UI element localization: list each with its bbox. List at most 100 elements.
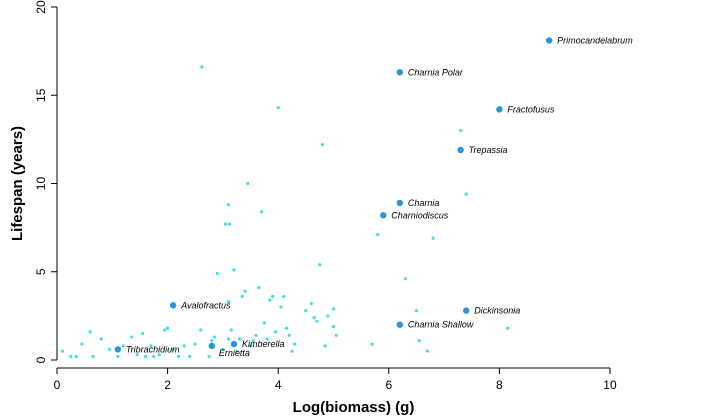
data-point — [279, 305, 283, 309]
labeled-data-point — [463, 307, 470, 314]
data-point — [334, 333, 338, 337]
data-point — [248, 344, 253, 348]
data-point — [326, 314, 330, 318]
data-point — [141, 331, 145, 336]
data-point — [323, 344, 327, 348]
data-point — [237, 337, 242, 341]
data-point — [226, 203, 231, 207]
x-tick-label: 4 — [275, 378, 282, 392]
data-point — [318, 263, 322, 267]
data-point — [199, 328, 203, 332]
data-point — [232, 268, 236, 272]
y-tick-label: 0 — [34, 356, 48, 363]
data-point — [431, 236, 435, 240]
data-point — [246, 181, 250, 186]
data-point — [121, 344, 125, 348]
data-point — [254, 333, 258, 337]
data-point — [107, 347, 112, 352]
point-label: Kimberella — [242, 339, 285, 349]
y-tick-label: 10 — [34, 177, 48, 191]
data-point — [376, 233, 380, 237]
x-tick-label: 8 — [496, 378, 503, 392]
y-tick-label: 20 — [34, 0, 48, 14]
data-point — [210, 338, 214, 343]
data-point — [320, 143, 325, 147]
labeled-data-point — [380, 212, 387, 219]
labeled-points: Primocandelabrum Charnia Polar Fractofusus… — [114, 36, 633, 358]
point-label: Charnia Shallow — [408, 320, 474, 330]
labeled-data-point — [114, 346, 122, 353]
data-point — [200, 65, 204, 69]
data-point — [268, 298, 272, 302]
data-point — [257, 286, 261, 290]
data-point — [287, 333, 291, 337]
data-point — [226, 300, 231, 304]
labeled-data-point — [230, 340, 238, 348]
point-label: Ernietta — [219, 348, 250, 358]
data-point — [116, 354, 120, 359]
data-point — [69, 354, 73, 359]
data-point — [235, 349, 239, 353]
data-point — [221, 347, 225, 352]
point-label: Tribrachidium — [126, 344, 180, 354]
labeled-data-point — [396, 69, 404, 76]
data-point — [265, 337, 269, 341]
labeled-data-point — [545, 37, 553, 44]
point-label: Charnia Polar — [408, 67, 464, 77]
y-tick-label: 15 — [34, 88, 48, 102]
data-point — [177, 354, 181, 359]
data-point — [193, 342, 197, 346]
data-point — [276, 106, 280, 110]
data-point — [506, 326, 510, 330]
data-point — [60, 349, 65, 353]
data-point — [182, 344, 186, 348]
data-point — [149, 344, 153, 348]
point-label: Fractofusus — [507, 104, 555, 114]
data-point — [315, 319, 319, 323]
data-point — [403, 277, 407, 281]
data-point — [130, 335, 134, 339]
data-point — [165, 326, 170, 330]
data-point — [309, 301, 313, 306]
data-point — [417, 338, 421, 343]
y-axis-title: Lifespan (years) — [9, 126, 26, 241]
point-label: Charniodiscus — [391, 210, 449, 220]
data-point — [290, 349, 294, 353]
data-point — [152, 354, 156, 359]
data-point — [312, 316, 316, 320]
data-point — [251, 338, 255, 343]
data-point — [143, 354, 148, 359]
labeled-data-point — [169, 302, 177, 309]
data-point — [74, 354, 78, 359]
data-point — [91, 354, 95, 359]
background-points — [60, 65, 510, 359]
point-label: Avalofractus — [180, 300, 231, 310]
data-point — [227, 222, 232, 226]
data-point — [224, 222, 228, 226]
data-point — [370, 342, 374, 346]
axes: 0 5 10 15 20 0 2 4 6 8 10 — [34, 0, 617, 392]
data-point — [171, 347, 175, 352]
data-point — [188, 354, 192, 359]
data-point — [282, 294, 286, 299]
data-point — [260, 210, 264, 214]
data-point — [163, 328, 167, 332]
labeled-data-point — [457, 146, 464, 154]
point-label: Charnia — [408, 198, 440, 208]
data-point — [80, 342, 84, 346]
point-label: Dickinsonia — [474, 306, 520, 316]
data-point — [425, 349, 430, 353]
data-point — [213, 335, 217, 339]
data-point — [229, 328, 233, 332]
data-point — [262, 321, 266, 325]
point-label: Primocandelabrum — [557, 36, 633, 46]
x-tick-label: 2 — [164, 378, 171, 392]
labeled-data-point — [396, 321, 404, 328]
data-point — [88, 330, 92, 334]
x-tick-label: 0 — [54, 378, 61, 392]
point-label: Trepassia — [469, 145, 508, 155]
data-point — [157, 353, 161, 357]
x-tick-label: 6 — [385, 378, 392, 392]
data-point — [271, 294, 275, 299]
